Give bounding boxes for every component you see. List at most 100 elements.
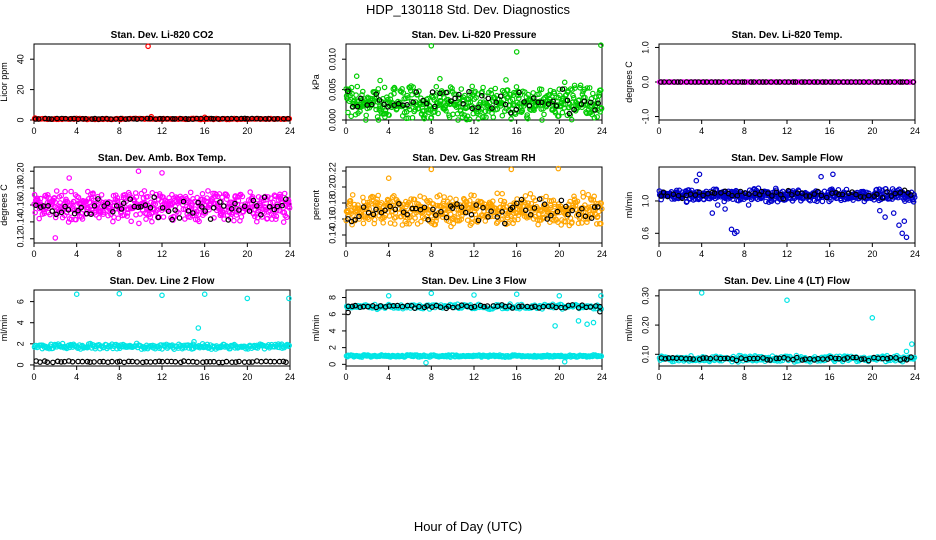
y-tick-label: 4 <box>15 320 25 325</box>
data-point <box>448 98 454 104</box>
x-tick-label: 8 <box>429 249 434 259</box>
data-point <box>471 303 478 310</box>
data-point <box>687 355 693 362</box>
data-point <box>722 206 728 212</box>
data-point <box>101 203 107 209</box>
data-point <box>521 99 527 105</box>
data-point <box>349 303 356 310</box>
data-point <box>462 209 469 216</box>
x-tick-label: 16 <box>200 126 210 136</box>
panel-title: Stan. Dev. Sample Flow <box>731 153 843 164</box>
data-point <box>353 92 359 98</box>
data-point <box>216 191 223 197</box>
data-point <box>96 214 102 221</box>
data-point <box>360 204 367 210</box>
data-point <box>447 195 453 202</box>
data-point <box>591 204 598 210</box>
data-point <box>508 116 514 122</box>
data-point <box>283 214 290 221</box>
y-tick-label: 0 <box>15 117 25 122</box>
data-point <box>97 358 103 365</box>
data-point <box>700 79 707 85</box>
data-points <box>343 165 605 230</box>
data-point <box>679 195 686 202</box>
data-point <box>841 356 848 362</box>
data-point <box>242 115 248 122</box>
y-tick-label: 6 <box>15 299 25 304</box>
x-tick-label: 12 <box>157 249 167 259</box>
data-point <box>748 79 754 85</box>
data-point <box>587 99 594 106</box>
data-point <box>799 190 805 196</box>
data-point <box>823 194 830 201</box>
data-point <box>433 218 439 224</box>
data-point <box>690 356 697 362</box>
y-tick-label: 0.010 <box>327 48 337 71</box>
data-point <box>279 202 286 209</box>
data-point <box>149 218 155 225</box>
x-tick-label: 20 <box>242 249 252 259</box>
data-point <box>443 108 449 114</box>
x-tick-label: 4 <box>74 126 79 136</box>
data-point <box>692 192 699 198</box>
data-point <box>456 91 462 98</box>
data-point <box>469 83 476 90</box>
data-point <box>597 220 604 227</box>
data-point <box>728 226 735 233</box>
data-point <box>375 86 382 92</box>
x-tick-label: 16 <box>512 126 522 136</box>
data-point <box>903 356 910 363</box>
data-point <box>374 114 381 120</box>
data-point <box>709 189 715 196</box>
data-point <box>155 214 162 221</box>
data-point <box>884 355 891 362</box>
data-point <box>700 355 706 361</box>
data-point <box>177 115 184 122</box>
y-tick-label: 0 <box>15 362 25 367</box>
x-tick-label: 0 <box>31 126 36 136</box>
data-point <box>891 79 898 85</box>
data-point <box>159 205 166 211</box>
x-tick-label: 16 <box>825 126 835 136</box>
data-point <box>258 212 264 218</box>
data-point <box>865 357 872 364</box>
data-point <box>44 192 51 198</box>
data-point <box>907 79 914 85</box>
data-point <box>709 210 716 216</box>
data-point <box>861 194 867 200</box>
data-point <box>475 104 482 111</box>
data-point <box>437 75 443 82</box>
data-point <box>480 204 486 211</box>
data-point <box>592 107 598 113</box>
data-point <box>392 86 398 92</box>
data-point <box>897 190 904 196</box>
data-point <box>423 100 430 107</box>
data-point <box>377 303 384 309</box>
data-point <box>36 215 43 222</box>
data-point <box>865 192 872 199</box>
data-point <box>195 325 202 331</box>
data-point <box>675 192 682 199</box>
data-point <box>692 79 698 85</box>
data-point <box>156 358 163 365</box>
data-point <box>799 357 806 363</box>
data-point <box>876 207 883 214</box>
data-point <box>582 94 588 101</box>
data-point <box>79 216 86 222</box>
data-point <box>241 359 248 365</box>
data-point <box>827 79 834 85</box>
data-point <box>598 105 605 112</box>
data-point <box>271 116 277 122</box>
data-point <box>365 209 372 216</box>
data-point <box>499 209 506 215</box>
data-point <box>386 213 393 219</box>
data-point <box>536 196 543 202</box>
data-point <box>539 117 545 123</box>
data-point <box>115 215 122 222</box>
data-point <box>258 358 265 365</box>
data-point <box>674 79 681 85</box>
data-point <box>513 200 520 207</box>
data-point <box>555 219 561 226</box>
